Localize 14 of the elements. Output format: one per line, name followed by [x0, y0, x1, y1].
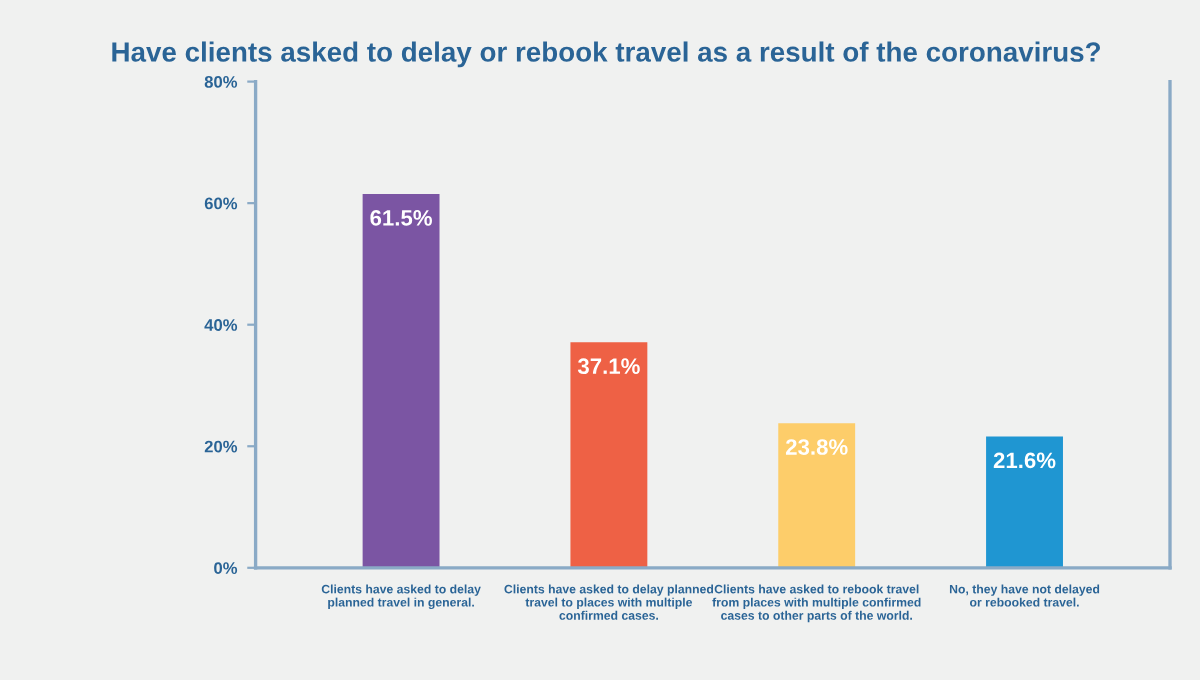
bar: [986, 436, 1063, 568]
data-label: 23.8%: [785, 439, 848, 455]
data-label: 61.5%: [370, 210, 432, 226]
y-tick-label: 0%: [214, 562, 238, 574]
chart-title: Have clients asked to delay or rebook travel as a result of the coronavirus?: [112, 41, 1100, 68]
data-label: 21.6%: [993, 452, 1056, 469]
y-tick-label: 60%: [204, 197, 238, 210]
bar: [778, 423, 856, 568]
y-tick-label: 20%: [204, 440, 238, 453]
y-tick-label: 80%: [204, 76, 238, 88]
y-tick-label: 40%: [204, 319, 238, 331]
bar: [570, 342, 648, 568]
data-label: 37.1%: [577, 358, 640, 375]
bar: [362, 194, 440, 568]
